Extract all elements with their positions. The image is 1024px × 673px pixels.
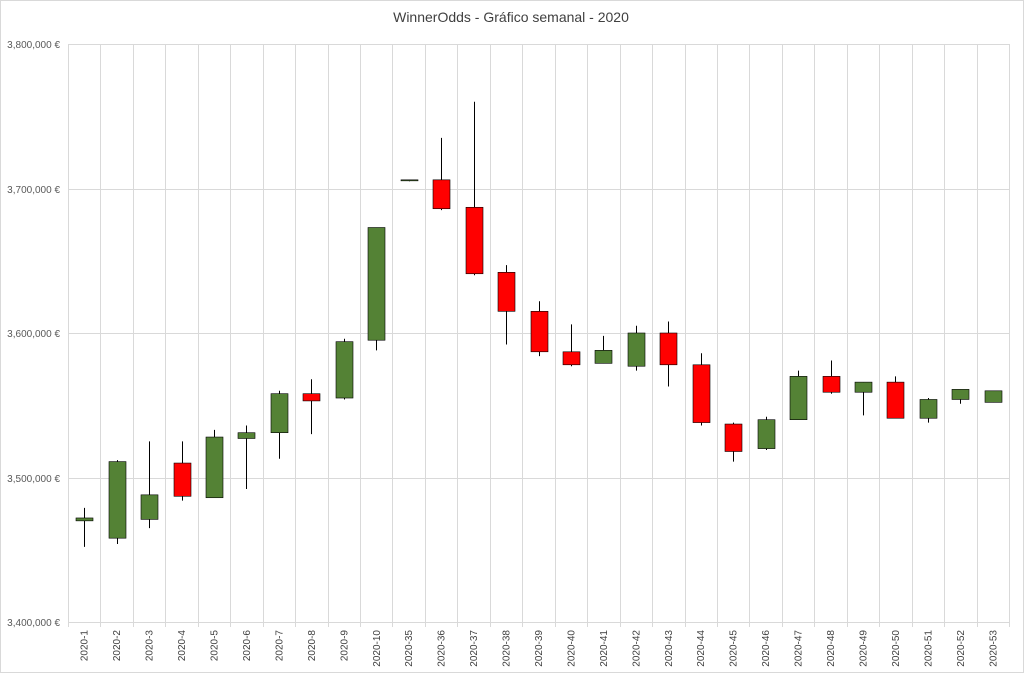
x-tick-label: 2020-7 (274, 630, 285, 662)
candle (335, 338, 354, 400)
x-tick-label: 2020-6 (242, 630, 253, 662)
chart-title: WinnerOdds - Gráfico semanal - 2020 (393, 9, 629, 25)
candle (367, 227, 386, 351)
candle (854, 381, 873, 416)
candle (757, 416, 776, 451)
x-tick-label: 2020-47 (794, 630, 805, 667)
candle-body-down (497, 272, 516, 312)
candle-body-down (886, 381, 905, 419)
x-tick-label: 2020-53 (988, 630, 999, 667)
candle-body-up (627, 332, 646, 367)
x-tick-label: 2020-36 (437, 630, 448, 667)
x-tick-label: 2020-5 (210, 630, 221, 662)
x-tick-label: 2020-35 (404, 630, 415, 667)
x-tick-label: 2020-1 (80, 630, 91, 662)
candle (75, 507, 94, 547)
candle-body-down (432, 179, 451, 210)
x-tick-label: 2020-4 (177, 630, 188, 662)
x-tick-label: 2020-10 (372, 630, 383, 667)
candle-body-up (854, 381, 873, 393)
x-tick-label: 2020-40 (566, 630, 577, 667)
candle-body-down (465, 206, 484, 275)
candle (594, 335, 613, 364)
candle-body-up (367, 227, 386, 341)
y-tick-label: 3,700,000 € (7, 185, 60, 196)
candle-body-up (594, 350, 613, 364)
candle (789, 370, 808, 421)
candle-body-down (173, 462, 192, 497)
candle-body-up (205, 436, 224, 499)
candle-body-up (951, 389, 970, 400)
candle (400, 179, 419, 182)
y-tick-label: 3,500,000 € (7, 474, 60, 485)
x-axis-ticks: 2020-1 2020-2 2020-3 2020-4 2020-5 2020-6 2020… (80, 630, 1000, 667)
candle-body-up (919, 399, 938, 419)
x-tick-label: 2020-45 (729, 630, 740, 667)
candle-body-down (724, 423, 743, 452)
candle-body-down (562, 351, 581, 366)
candle-body-up (984, 390, 1003, 403)
x-tick-label: 2020-42 (631, 630, 642, 667)
candle (432, 137, 451, 211)
y-axis-ticks: 3,400,000 € 3,500,000 € 3,600,000 € 3,700,0… (7, 40, 60, 629)
candles (75, 101, 1003, 547)
x-tick-label: 2020-2 (112, 630, 123, 662)
x-tick-label: 2020-48 (826, 630, 837, 667)
candle-body-down (822, 376, 841, 393)
x-tick-label: 2020-52 (956, 630, 967, 667)
candle (173, 441, 192, 501)
candle (140, 441, 159, 529)
candle (886, 376, 905, 419)
x-tick-label: 2020-9 (339, 630, 350, 662)
candle (822, 360, 841, 394)
y-tick-label: 3,600,000 € (7, 329, 60, 340)
x-tick-label: 2020-46 (761, 630, 772, 667)
candle (530, 301, 549, 357)
candle-body-up (108, 461, 127, 539)
candle (659, 321, 678, 387)
candle (205, 429, 224, 499)
candle-body-up (75, 517, 94, 522)
candle (108, 460, 127, 544)
candle (270, 390, 289, 459)
candle (562, 324, 581, 367)
candle (984, 390, 1003, 403)
x-tick-label: 2020-50 (891, 630, 902, 667)
y-tick-label: 3,400,000 € (7, 618, 60, 629)
candle-body-up (140, 494, 159, 520)
candle (302, 379, 321, 435)
candle (237, 425, 256, 490)
candle-body-down (692, 364, 711, 423)
x-tick-label: 2020-37 (469, 630, 480, 667)
gridlines (68, 44, 1010, 627)
candle-body-up (757, 419, 776, 449)
x-tick-label: 2020-51 (923, 630, 934, 667)
y-tick-label: 3,800,000 € (7, 40, 60, 51)
candle-body-down (302, 393, 321, 402)
x-tick-label: 2020-41 (599, 630, 610, 667)
x-tick-label: 2020-49 (858, 630, 869, 667)
candle-body-up (270, 393, 289, 434)
candle-body-up (400, 179, 419, 182)
candle (627, 325, 646, 371)
candle-body-up (335, 341, 354, 399)
candle-body-up (237, 432, 256, 439)
candle (692, 353, 711, 426)
candle (951, 389, 970, 404)
x-tick-label: 2020-3 (145, 630, 156, 662)
x-tick-label: 2020-39 (534, 630, 545, 667)
x-tick-label: 2020-44 (696, 630, 707, 667)
candle (497, 265, 516, 345)
candle (919, 398, 938, 423)
candle (465, 101, 484, 276)
candle-body-down (530, 311, 549, 353)
x-tick-label: 2020-43 (664, 630, 675, 667)
candle-body-up (789, 376, 808, 421)
candle (724, 422, 743, 462)
x-tick-label: 2020-8 (307, 630, 318, 662)
x-tick-label: 2020-38 (502, 630, 513, 667)
candle-body-down (659, 332, 678, 366)
